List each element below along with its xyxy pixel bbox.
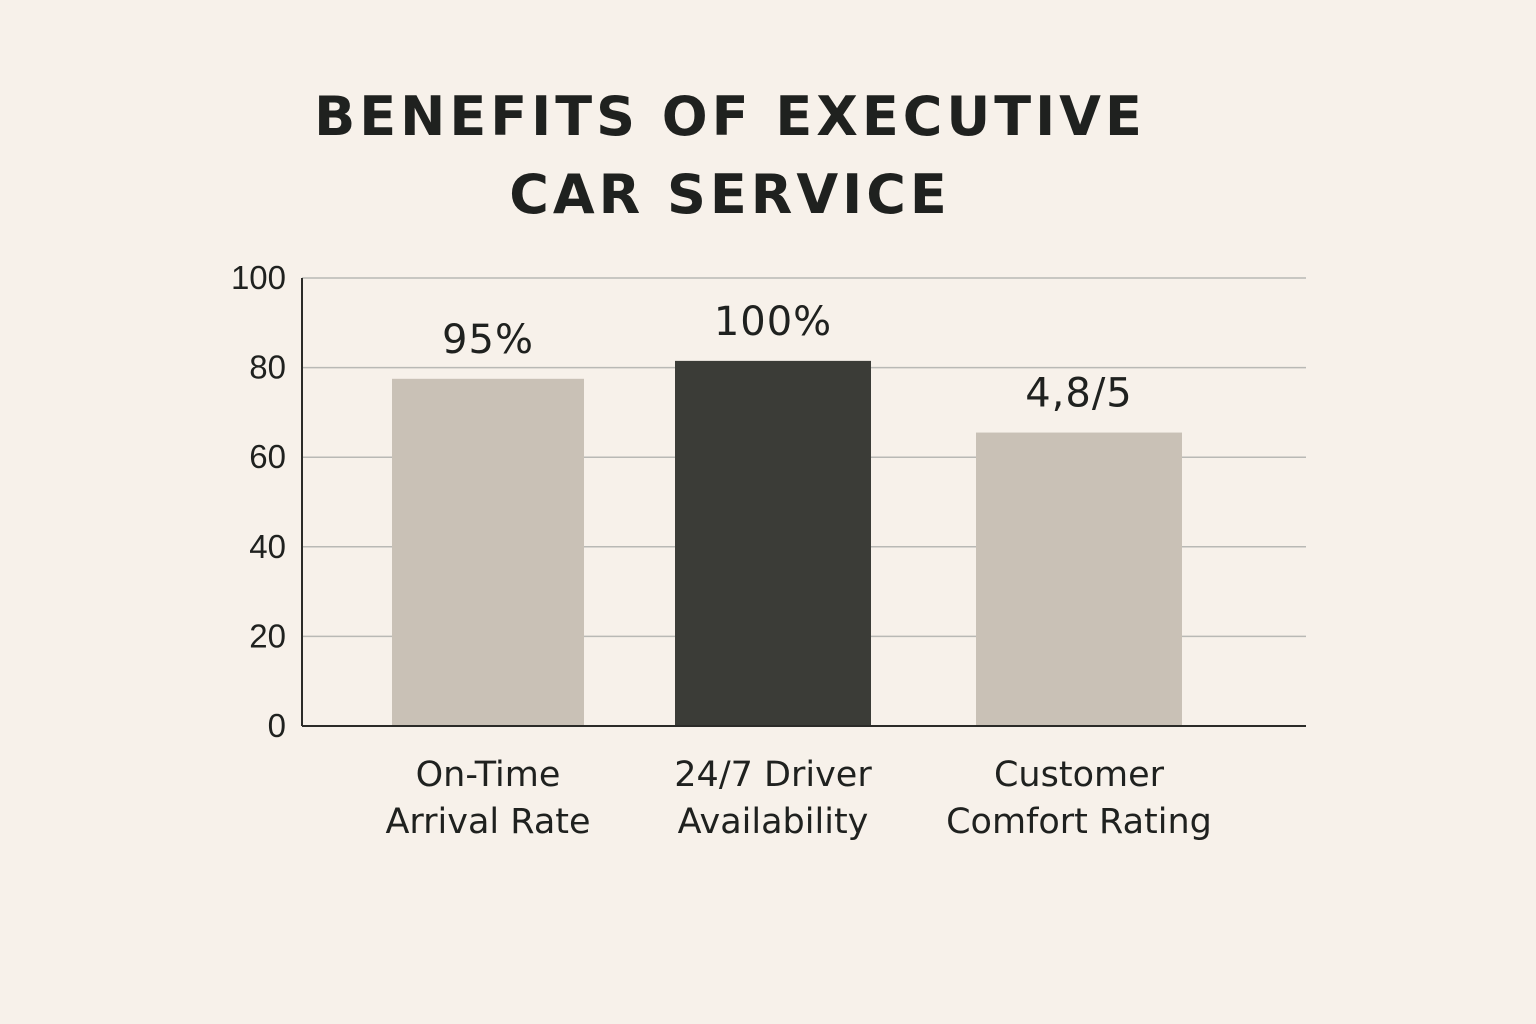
y-tick-labels: 0 20 40 60 80 100 (231, 259, 286, 744)
chart-title: BENEFITS OF EXECUTIVE CAR SERVICE (314, 85, 1146, 226)
x-category-label: On-Time Arrival Rate (385, 755, 590, 842)
data-label: 4,8/5 (1025, 371, 1133, 417)
data-label: 95% (442, 317, 534, 363)
y-tick-label: 0 (268, 707, 286, 744)
data-label: 100% (714, 299, 832, 345)
y-tick-label: 80 (249, 349, 286, 386)
bar-1 (392, 378, 584, 726)
bars (392, 360, 1182, 726)
x-category-label: Customer Comfort Rating (946, 755, 1212, 842)
x-category-labels: On-Time Arrival Rate 24/7 Driver Availabili… (385, 755, 1211, 842)
y-tick-label: 40 (249, 528, 286, 565)
x-category-label: 24/7 Driver Availability (674, 755, 872, 842)
bar-3 (976, 432, 1182, 726)
y-tick-label: 60 (249, 438, 286, 475)
y-tick-label: 100 (231, 259, 286, 296)
y-tick-label: 20 (249, 617, 286, 654)
axes (301, 278, 1306, 727)
data-labels: 95% 100% 4,8/5 (442, 299, 1133, 417)
bar-2 (675, 360, 871, 726)
